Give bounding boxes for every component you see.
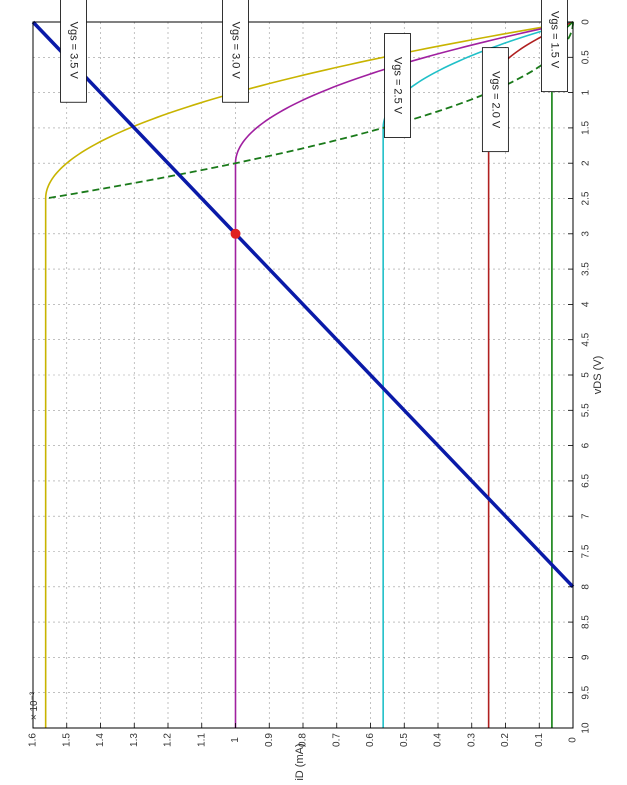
tick-label-x: 3.5 bbox=[581, 262, 592, 276]
tick-label-x: 1.5 bbox=[581, 121, 592, 135]
tick-layer: 0 0.5 1 1.5 2 2.5 3 3.5 4 4.5 5 5.5 6 6.5 7 7.5 8 8.5 9 9.5… bbox=[28, 19, 592, 747]
tick-label-x: 1 bbox=[581, 89, 592, 95]
tick-label-y: 0.2 bbox=[500, 733, 511, 747]
vgs-label-box-2 bbox=[222, 0, 249, 103]
tick-label-y: 1.3 bbox=[129, 733, 140, 747]
tick-label-x: 9 bbox=[581, 654, 592, 660]
vgs-label-1: Vgs = 3.5 V bbox=[68, 22, 80, 80]
tick-label-x: 8 bbox=[581, 584, 592, 590]
vgs-label-2: Vgs = 3.0 V bbox=[230, 22, 242, 80]
label-layer: Vgs = 3.5 V Vgs = 3.0 V Vgs = 2.5 V Vgs = 2… bbox=[60, 0, 568, 153]
tick-label-y: 0.3 bbox=[466, 733, 477, 747]
vgs-label-box-4 bbox=[481, 47, 509, 153]
vgs-label-group-3: Vgs = 2.5 V bbox=[384, 33, 411, 138]
tick-label-y: 0.6 bbox=[365, 733, 376, 747]
series-line-1 bbox=[44, 21, 574, 728]
tick-label-x: 5.5 bbox=[581, 403, 592, 417]
tick-label-x: 7.5 bbox=[581, 544, 592, 558]
grid-layer bbox=[33, 22, 573, 728]
tick-label-x: 9.5 bbox=[581, 685, 592, 699]
tick-label-x: 0.5 bbox=[581, 50, 592, 64]
x-axis-title: vDS (V) bbox=[592, 356, 604, 395]
tick-label-y: 1 bbox=[230, 737, 241, 743]
vgs-label-group-1: Vgs = 3.5 V bbox=[60, 0, 87, 103]
vgs-label-box-5 bbox=[541, 0, 568, 93]
vgs-label-5: Vgs = 1.5 V bbox=[549, 11, 561, 69]
tick-label-y: 0.4 bbox=[433, 733, 444, 747]
tick-label-y: 0.1 bbox=[534, 733, 545, 747]
tick-label-y: 1.6 bbox=[28, 733, 39, 747]
vgs-label-group-5: Vgs = 1.5 V bbox=[541, 0, 568, 93]
tick-label-y: 0 bbox=[568, 737, 579, 743]
tick-label-x: 0 bbox=[581, 19, 592, 25]
y-axis-title: iD (mA) bbox=[294, 743, 306, 780]
vgs-label-group-4: Vgs = 2.0 V bbox=[481, 47, 509, 153]
tick-label-y: 1.5 bbox=[61, 733, 72, 747]
tick-label-x: 3 bbox=[581, 231, 592, 237]
vgs-label-group-2: Vgs = 3.0 V bbox=[222, 0, 249, 103]
tick-label-x: 5 bbox=[581, 372, 592, 378]
tick-label-y: 1.4 bbox=[95, 733, 106, 747]
series-line-5 bbox=[551, 21, 574, 728]
series-line-2 bbox=[234, 21, 574, 728]
vgs-label-4: Vgs = 2.0 V bbox=[489, 71, 501, 129]
tick-label-x: 2.5 bbox=[581, 191, 592, 205]
tick-label-x: 2 bbox=[581, 160, 592, 166]
tick-label-x: 10 bbox=[581, 722, 592, 734]
y-exponent-label: × 10⁻³ bbox=[29, 691, 40, 720]
operating-point-marker bbox=[230, 228, 241, 239]
vgs-label-box-3 bbox=[384, 33, 411, 138]
tick-label-x: 8.5 bbox=[581, 615, 592, 629]
tick-label-y: 1.2 bbox=[163, 733, 174, 747]
tick-label-y: 0.5 bbox=[399, 733, 410, 747]
tick-label-y: 1.1 bbox=[196, 733, 207, 747]
tick-label-y: 0.7 bbox=[331, 733, 342, 747]
tick-label-x: 7 bbox=[581, 513, 592, 519]
tick-label-x: 4 bbox=[581, 301, 592, 307]
tick-label-x: 6 bbox=[581, 442, 592, 448]
tick-label-x: 6.5 bbox=[581, 474, 592, 488]
tick-label-y: 0.9 bbox=[264, 733, 275, 747]
series-line-3 bbox=[382, 21, 574, 728]
load-line bbox=[31, 20, 575, 589]
tick-label-x: 4.5 bbox=[581, 332, 592, 346]
tick-label-y: 0.8 bbox=[298, 733, 309, 747]
vgs-label-3: Vgs = 2.5 V bbox=[392, 57, 404, 115]
vgs-label-box-1 bbox=[60, 0, 87, 103]
curve-layer bbox=[31, 20, 575, 728]
